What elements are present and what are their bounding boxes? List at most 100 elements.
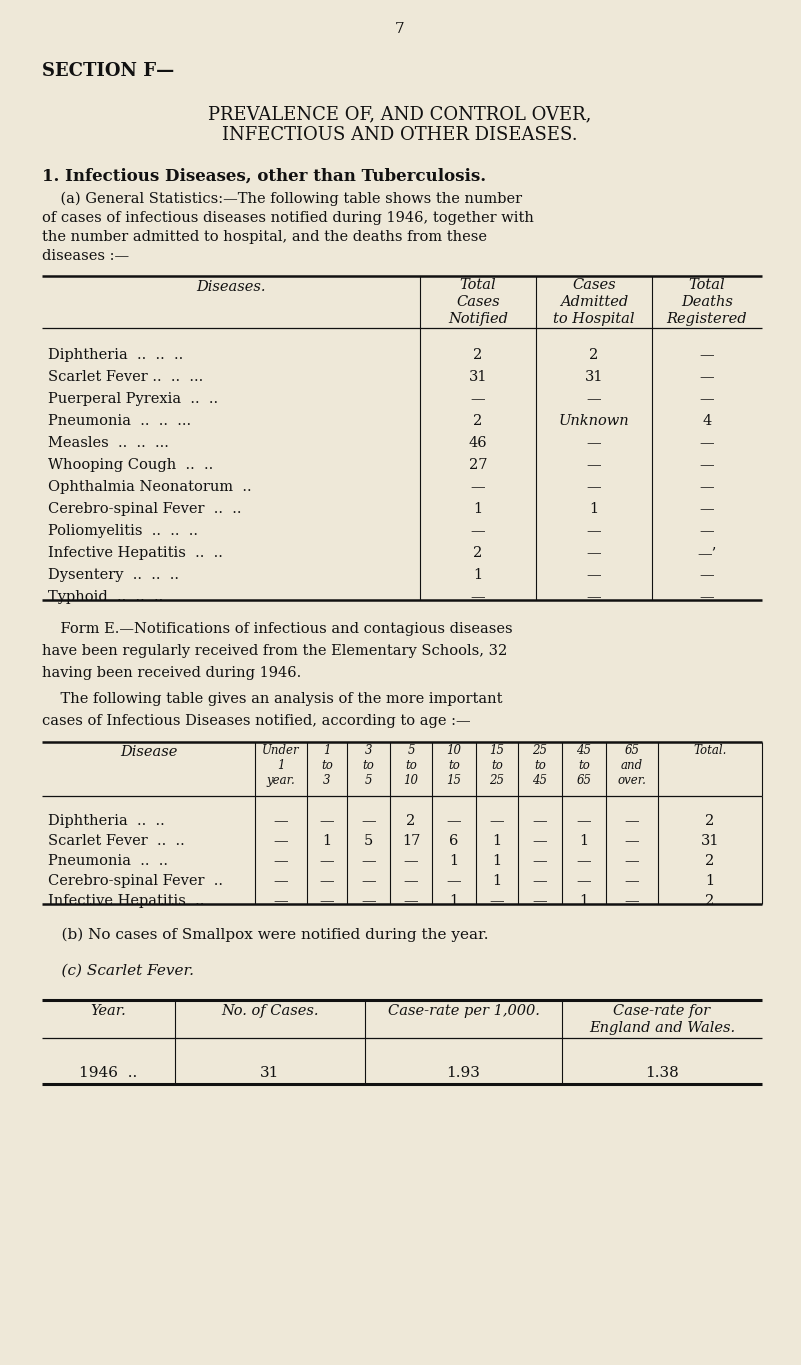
- Text: —: —: [404, 875, 418, 889]
- Text: 7: 7: [395, 22, 405, 35]
- Text: 2: 2: [706, 815, 714, 829]
- Text: 1: 1: [493, 854, 501, 868]
- Text: Form E.—Notifications of infectious and contagious diseases: Form E.—Notifications of infectious and …: [42, 622, 513, 636]
- Text: 1: 1: [706, 875, 714, 889]
- Text: 31: 31: [585, 370, 603, 384]
- Text: —: —: [361, 875, 376, 889]
- Text: Scarlet Fever ..  ..  ...: Scarlet Fever .. .. ...: [48, 370, 203, 384]
- Text: 25
to
45: 25 to 45: [533, 744, 548, 788]
- Text: 15
to
25: 15 to 25: [489, 744, 505, 788]
- Text: (b) No cases of Smallpox were notified during the year.: (b) No cases of Smallpox were notified d…: [42, 928, 489, 942]
- Text: —: —: [471, 524, 485, 538]
- Text: 2: 2: [473, 414, 483, 427]
- Text: 1: 1: [323, 834, 332, 849]
- Text: —: —: [447, 875, 461, 889]
- Text: 1: 1: [493, 834, 501, 849]
- Text: —: —: [700, 435, 714, 450]
- Text: SECTION F—: SECTION F—: [42, 61, 175, 81]
- Text: —: —: [471, 392, 485, 405]
- Text: —: —: [586, 590, 602, 603]
- Text: Total
Cases
Notified: Total Cases Notified: [448, 278, 508, 325]
- Text: 27: 27: [469, 457, 487, 472]
- Text: having been received during 1946.: having been received during 1946.: [42, 666, 301, 680]
- Text: —: —: [586, 435, 602, 450]
- Text: —: —: [404, 854, 418, 868]
- Text: 1: 1: [579, 834, 589, 849]
- Text: —: —: [577, 875, 591, 889]
- Text: 3
to
5: 3 to 5: [363, 744, 374, 788]
- Text: 1: 1: [493, 875, 501, 889]
- Text: Infective Hepatitis  ..  ..: Infective Hepatitis .. ..: [48, 546, 223, 560]
- Text: —: —: [320, 875, 334, 889]
- Text: 1: 1: [449, 854, 458, 868]
- Text: 31: 31: [260, 1066, 280, 1080]
- Text: INFECTIOUS AND OTHER DISEASES.: INFECTIOUS AND OTHER DISEASES.: [222, 126, 578, 143]
- Text: —: —: [577, 854, 591, 868]
- Text: 4: 4: [702, 414, 711, 427]
- Text: —: —: [274, 875, 288, 889]
- Text: 31: 31: [701, 834, 719, 849]
- Text: Scarlet Fever  ..  ..: Scarlet Fever .. ..: [48, 834, 185, 849]
- Text: Infective Hepatitis  ..: Infective Hepatitis ..: [48, 894, 204, 908]
- Text: Whooping Cough  ..  ..: Whooping Cough .. ..: [48, 457, 213, 472]
- Text: 2: 2: [473, 546, 483, 560]
- Text: Disease: Disease: [120, 745, 177, 759]
- Text: —: —: [586, 457, 602, 472]
- Text: —: —: [586, 546, 602, 560]
- Text: Under
1
year.: Under 1 year.: [262, 744, 300, 788]
- Text: —: —: [700, 370, 714, 384]
- Text: —: —: [471, 480, 485, 494]
- Text: Measles  ..  ..  ...: Measles .. .. ...: [48, 435, 169, 450]
- Text: —: —: [404, 894, 418, 908]
- Text: 2: 2: [406, 815, 416, 829]
- Text: 1.38: 1.38: [645, 1066, 679, 1080]
- Text: —: —: [320, 854, 334, 868]
- Text: —: —: [586, 392, 602, 405]
- Text: 5: 5: [364, 834, 373, 849]
- Text: No. of Cases.: No. of Cases.: [221, 1005, 319, 1018]
- Text: —: —: [471, 590, 485, 603]
- Text: Cerebro-spinal Fever  ..  ..: Cerebro-spinal Fever .. ..: [48, 502, 241, 516]
- Text: Pneumonia  ..  ..  ...: Pneumonia .. .. ...: [48, 414, 191, 427]
- Text: —: —: [586, 524, 602, 538]
- Text: 5
to
10: 5 to 10: [404, 744, 418, 788]
- Text: —: —: [700, 568, 714, 581]
- Text: 2: 2: [706, 894, 714, 908]
- Text: 1
to
3: 1 to 3: [321, 744, 333, 788]
- Text: —: —: [700, 590, 714, 603]
- Text: —: —: [320, 815, 334, 829]
- Text: Year.: Year.: [91, 1005, 127, 1018]
- Text: Unknown: Unknown: [558, 414, 630, 427]
- Text: —: —: [625, 854, 639, 868]
- Text: 10
to
15: 10 to 15: [446, 744, 461, 788]
- Text: 46: 46: [469, 435, 487, 450]
- Text: Typhoid  ..  ..  ..: Typhoid .. .. ..: [48, 590, 163, 603]
- Text: —: —: [489, 815, 505, 829]
- Text: Pneumonia  ..  ..: Pneumonia .. ..: [48, 854, 168, 868]
- Text: Case-rate per 1,000.: Case-rate per 1,000.: [388, 1005, 539, 1018]
- Text: —: —: [533, 854, 547, 868]
- Text: (a) General Statistics:—The following table shows the number: (a) General Statistics:—The following ta…: [42, 192, 522, 206]
- Text: 31: 31: [469, 370, 487, 384]
- Text: —: —: [700, 524, 714, 538]
- Text: 65
and
over.: 65 and over.: [618, 744, 646, 788]
- Text: —: —: [361, 854, 376, 868]
- Text: —: —: [625, 894, 639, 908]
- Text: Dysentery  ..  ..  ..: Dysentery .. .. ..: [48, 568, 179, 581]
- Text: —: —: [533, 875, 547, 889]
- Text: 2: 2: [706, 854, 714, 868]
- Text: Ophthalmia Neonatorum  ..: Ophthalmia Neonatorum ..: [48, 480, 252, 494]
- Text: —: —: [700, 392, 714, 405]
- Text: —: —: [320, 894, 334, 908]
- Text: —: —: [586, 480, 602, 494]
- Text: Poliomyelitis  ..  ..  ..: Poliomyelitis .. .. ..: [48, 524, 198, 538]
- Text: have been regularly received from the Elementary Schools, 32: have been regularly received from the El…: [42, 644, 507, 658]
- Text: —: —: [274, 834, 288, 849]
- Text: —: —: [274, 815, 288, 829]
- Text: —: —: [700, 480, 714, 494]
- Text: —: —: [447, 815, 461, 829]
- Text: —: —: [361, 894, 376, 908]
- Text: 17: 17: [402, 834, 421, 849]
- Text: 1: 1: [590, 502, 598, 516]
- Text: (c) Scarlet Fever.: (c) Scarlet Fever.: [42, 964, 194, 977]
